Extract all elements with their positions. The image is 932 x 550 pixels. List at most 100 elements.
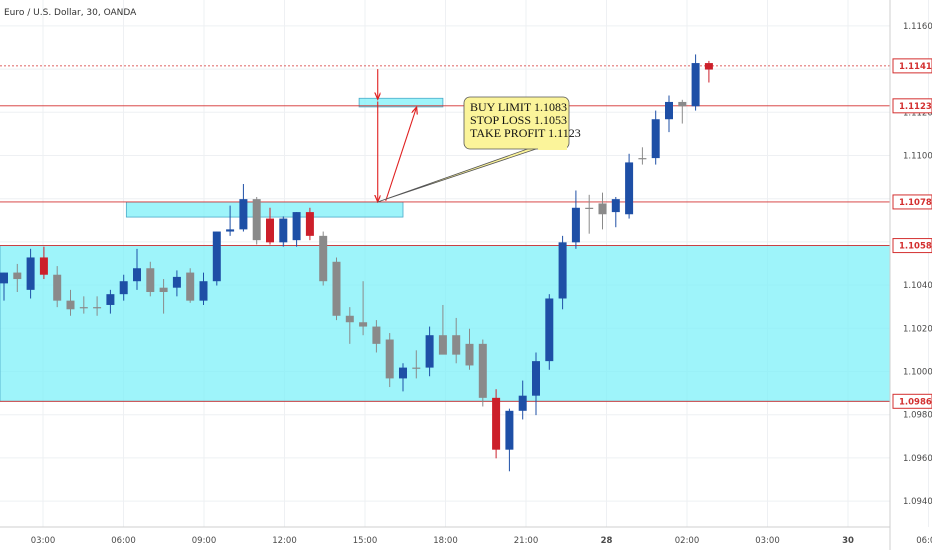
candle [79,296,88,314]
candle [452,317,461,364]
candle [532,352,540,416]
y-tick-label: 1.11000 [903,152,932,162]
candle-body [518,395,527,411]
candle [399,363,407,392]
candle-body [412,367,421,369]
candle [438,304,447,355]
candle-body [53,274,62,301]
candle-body [611,199,620,213]
arrows-layer [378,69,417,201]
candle-body [252,199,261,241]
candle-body [665,101,673,120]
x-tick-label: 06:00 [916,536,932,546]
candle [106,289,115,314]
price-tag-label: 1.10785 [899,198,932,208]
candle [53,266,62,308]
price-tag-label: 1.11230 [899,102,932,112]
candle-body [66,300,75,310]
x-tick-label: 03:00 [755,536,780,546]
candle [704,60,713,83]
candle [319,231,328,286]
candle-body [226,229,235,232]
price-tag-label: 1.10583 [899,242,932,252]
candle-body [106,294,115,305]
candle [359,281,368,336]
candle-body [532,361,540,396]
candle [0,272,8,301]
candle [133,248,141,290]
candle [279,216,288,247]
candle [119,274,128,301]
candle-body [651,119,660,159]
candle [93,296,102,316]
candle-body [438,335,447,355]
x-tick-label: 03:00 [31,536,56,546]
candle-body [26,257,35,290]
candle [625,153,634,219]
candle-body [159,287,168,293]
candle-body [345,315,354,323]
price-tag: 1.09862 [892,393,932,409]
candles-layer [0,54,713,472]
candle-body [691,63,700,107]
candle-body [478,343,487,398]
candle-body [39,257,48,275]
candle [13,263,22,293]
y-tick-label: 1.09800 [903,411,932,421]
y-tick-label: 1.10200 [903,324,932,334]
candle-body [425,335,434,368]
candle-body [399,367,407,379]
price-tag-box [892,98,932,114]
candle-body [0,272,8,284]
candle [239,184,248,232]
price-tag-box [892,58,932,74]
candle-body [133,268,141,282]
target-zone [358,97,444,108]
candle-body [505,410,514,450]
candle [39,246,48,280]
x-tick-label: 15:00 [353,536,378,546]
candle [226,205,235,236]
candle [66,289,75,316]
candle-body [239,199,248,230]
price-axis[interactable]: 1.116001.114001.112001.110001.108001.106… [903,22,932,507]
candle [292,212,301,247]
candle [492,389,501,459]
candle [252,196,261,245]
price-tag-label: 1.09862 [899,397,932,407]
candle [545,294,554,370]
candle [332,257,341,321]
price-tag: 1.10583 [892,238,932,254]
candle [172,270,181,297]
candle [505,408,514,472]
candle-body [359,322,368,327]
candle [425,326,434,377]
candle [638,147,647,165]
candle-body [332,261,341,316]
y-tick-label: 1.10400 [903,281,932,291]
candle-body [93,307,102,309]
candle-body [492,397,501,450]
x-tick-label: 28 [601,536,613,546]
candle-body [372,326,381,344]
candle-body [558,242,567,299]
candle [611,196,620,228]
take-profit-label: TAKE PROFIT 1.1123 [470,126,581,140]
price-tag-box [892,238,932,254]
candle-body [199,281,208,301]
candle-body [172,276,181,288]
candle-body [146,268,155,293]
x-tick-label: 21:00 [514,536,539,546]
candle-body [212,231,221,282]
candle-body [186,272,195,301]
candle [385,333,394,388]
buy-zone [125,201,404,218]
y-tick-label: 1.11600 [903,22,932,32]
candle-body [319,235,328,282]
candle [159,279,168,314]
price-tag-label: 1.11415 [899,62,932,72]
time-axis[interactable]: 03:00 06:00 09:00 12:00 15:00 18:00 21:00 28 02:… [31,536,932,546]
